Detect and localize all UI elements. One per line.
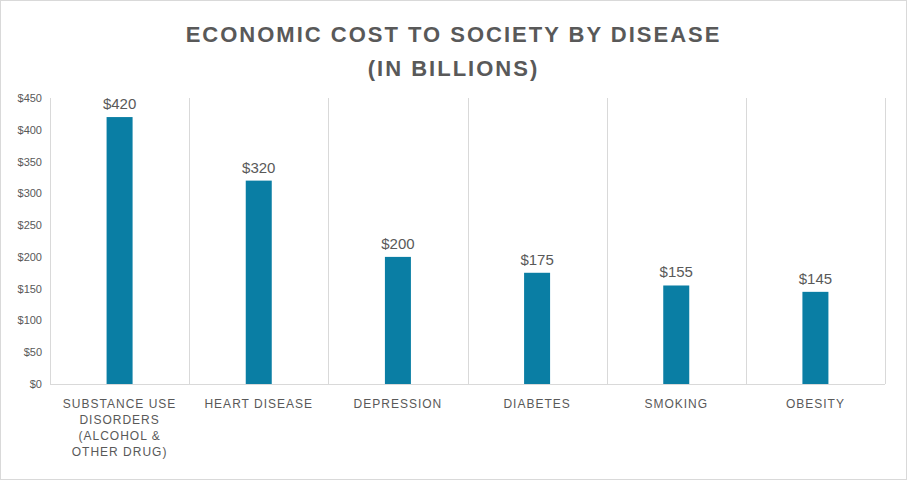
x-tick-label: SMOKING bbox=[644, 397, 708, 411]
bar bbox=[107, 117, 133, 384]
x-tick-label: DEPRESSION bbox=[354, 397, 443, 411]
x-tick-label: SUBSTANCE USEDISORDERS(ALCOHOL &OTHER DR… bbox=[63, 397, 176, 459]
data-label: $200 bbox=[381, 235, 414, 252]
y-tick-label: $300 bbox=[18, 187, 42, 199]
y-tick bbox=[47, 384, 50, 385]
grid-line bbox=[746, 98, 747, 384]
x-tick-label: HEART DISEASE bbox=[204, 397, 313, 411]
y-tick bbox=[47, 225, 50, 226]
data-label: $420 bbox=[103, 95, 136, 112]
bar bbox=[385, 257, 411, 384]
data-label: $155 bbox=[660, 263, 693, 280]
grid-line bbox=[468, 98, 469, 384]
y-tick bbox=[47, 161, 50, 162]
data-label: $320 bbox=[242, 159, 275, 176]
y-tick-label: $100 bbox=[18, 314, 42, 326]
y-tick-label: $50 bbox=[24, 346, 42, 358]
data-label: $175 bbox=[520, 251, 553, 268]
title: ECONOMIC COST TO SOCIETY BY DISEASE bbox=[186, 22, 722, 47]
bar bbox=[246, 181, 272, 384]
bars bbox=[107, 117, 829, 384]
y-tick bbox=[47, 352, 50, 353]
y-tick-label: $200 bbox=[18, 251, 42, 263]
grid-line bbox=[328, 98, 329, 384]
grid-line bbox=[189, 98, 190, 384]
x-tick-label: DIABETES bbox=[503, 397, 570, 411]
subtitle: (IN BILLIONS) bbox=[368, 56, 539, 81]
y-tick bbox=[47, 129, 50, 130]
x-axis bbox=[50, 384, 885, 385]
bar bbox=[663, 285, 689, 384]
grid-line bbox=[607, 98, 608, 384]
y-tick bbox=[47, 288, 50, 289]
y-tick-label: $0 bbox=[30, 378, 42, 390]
y-tick bbox=[47, 256, 50, 257]
y-tick-label: $450 bbox=[18, 92, 42, 104]
grid-line bbox=[50, 98, 51, 384]
grid-line bbox=[885, 98, 886, 384]
y-tick bbox=[47, 320, 50, 321]
y-tick-label: $150 bbox=[18, 283, 42, 295]
y-tick bbox=[47, 193, 50, 194]
y-tick-label: $350 bbox=[18, 156, 42, 168]
y-tick bbox=[47, 98, 50, 99]
bar bbox=[802, 292, 828, 384]
y-tick-label: $400 bbox=[18, 124, 42, 136]
data-label: $145 bbox=[799, 270, 832, 287]
bar bbox=[524, 273, 550, 384]
chart: ECONOMIC COST TO SOCIETY BY DISEASE (IN B… bbox=[0, 0, 907, 480]
x-tick-label: OBESITY bbox=[786, 397, 845, 411]
y-tick-label: $250 bbox=[18, 219, 42, 231]
chart-frame bbox=[1, 1, 907, 480]
